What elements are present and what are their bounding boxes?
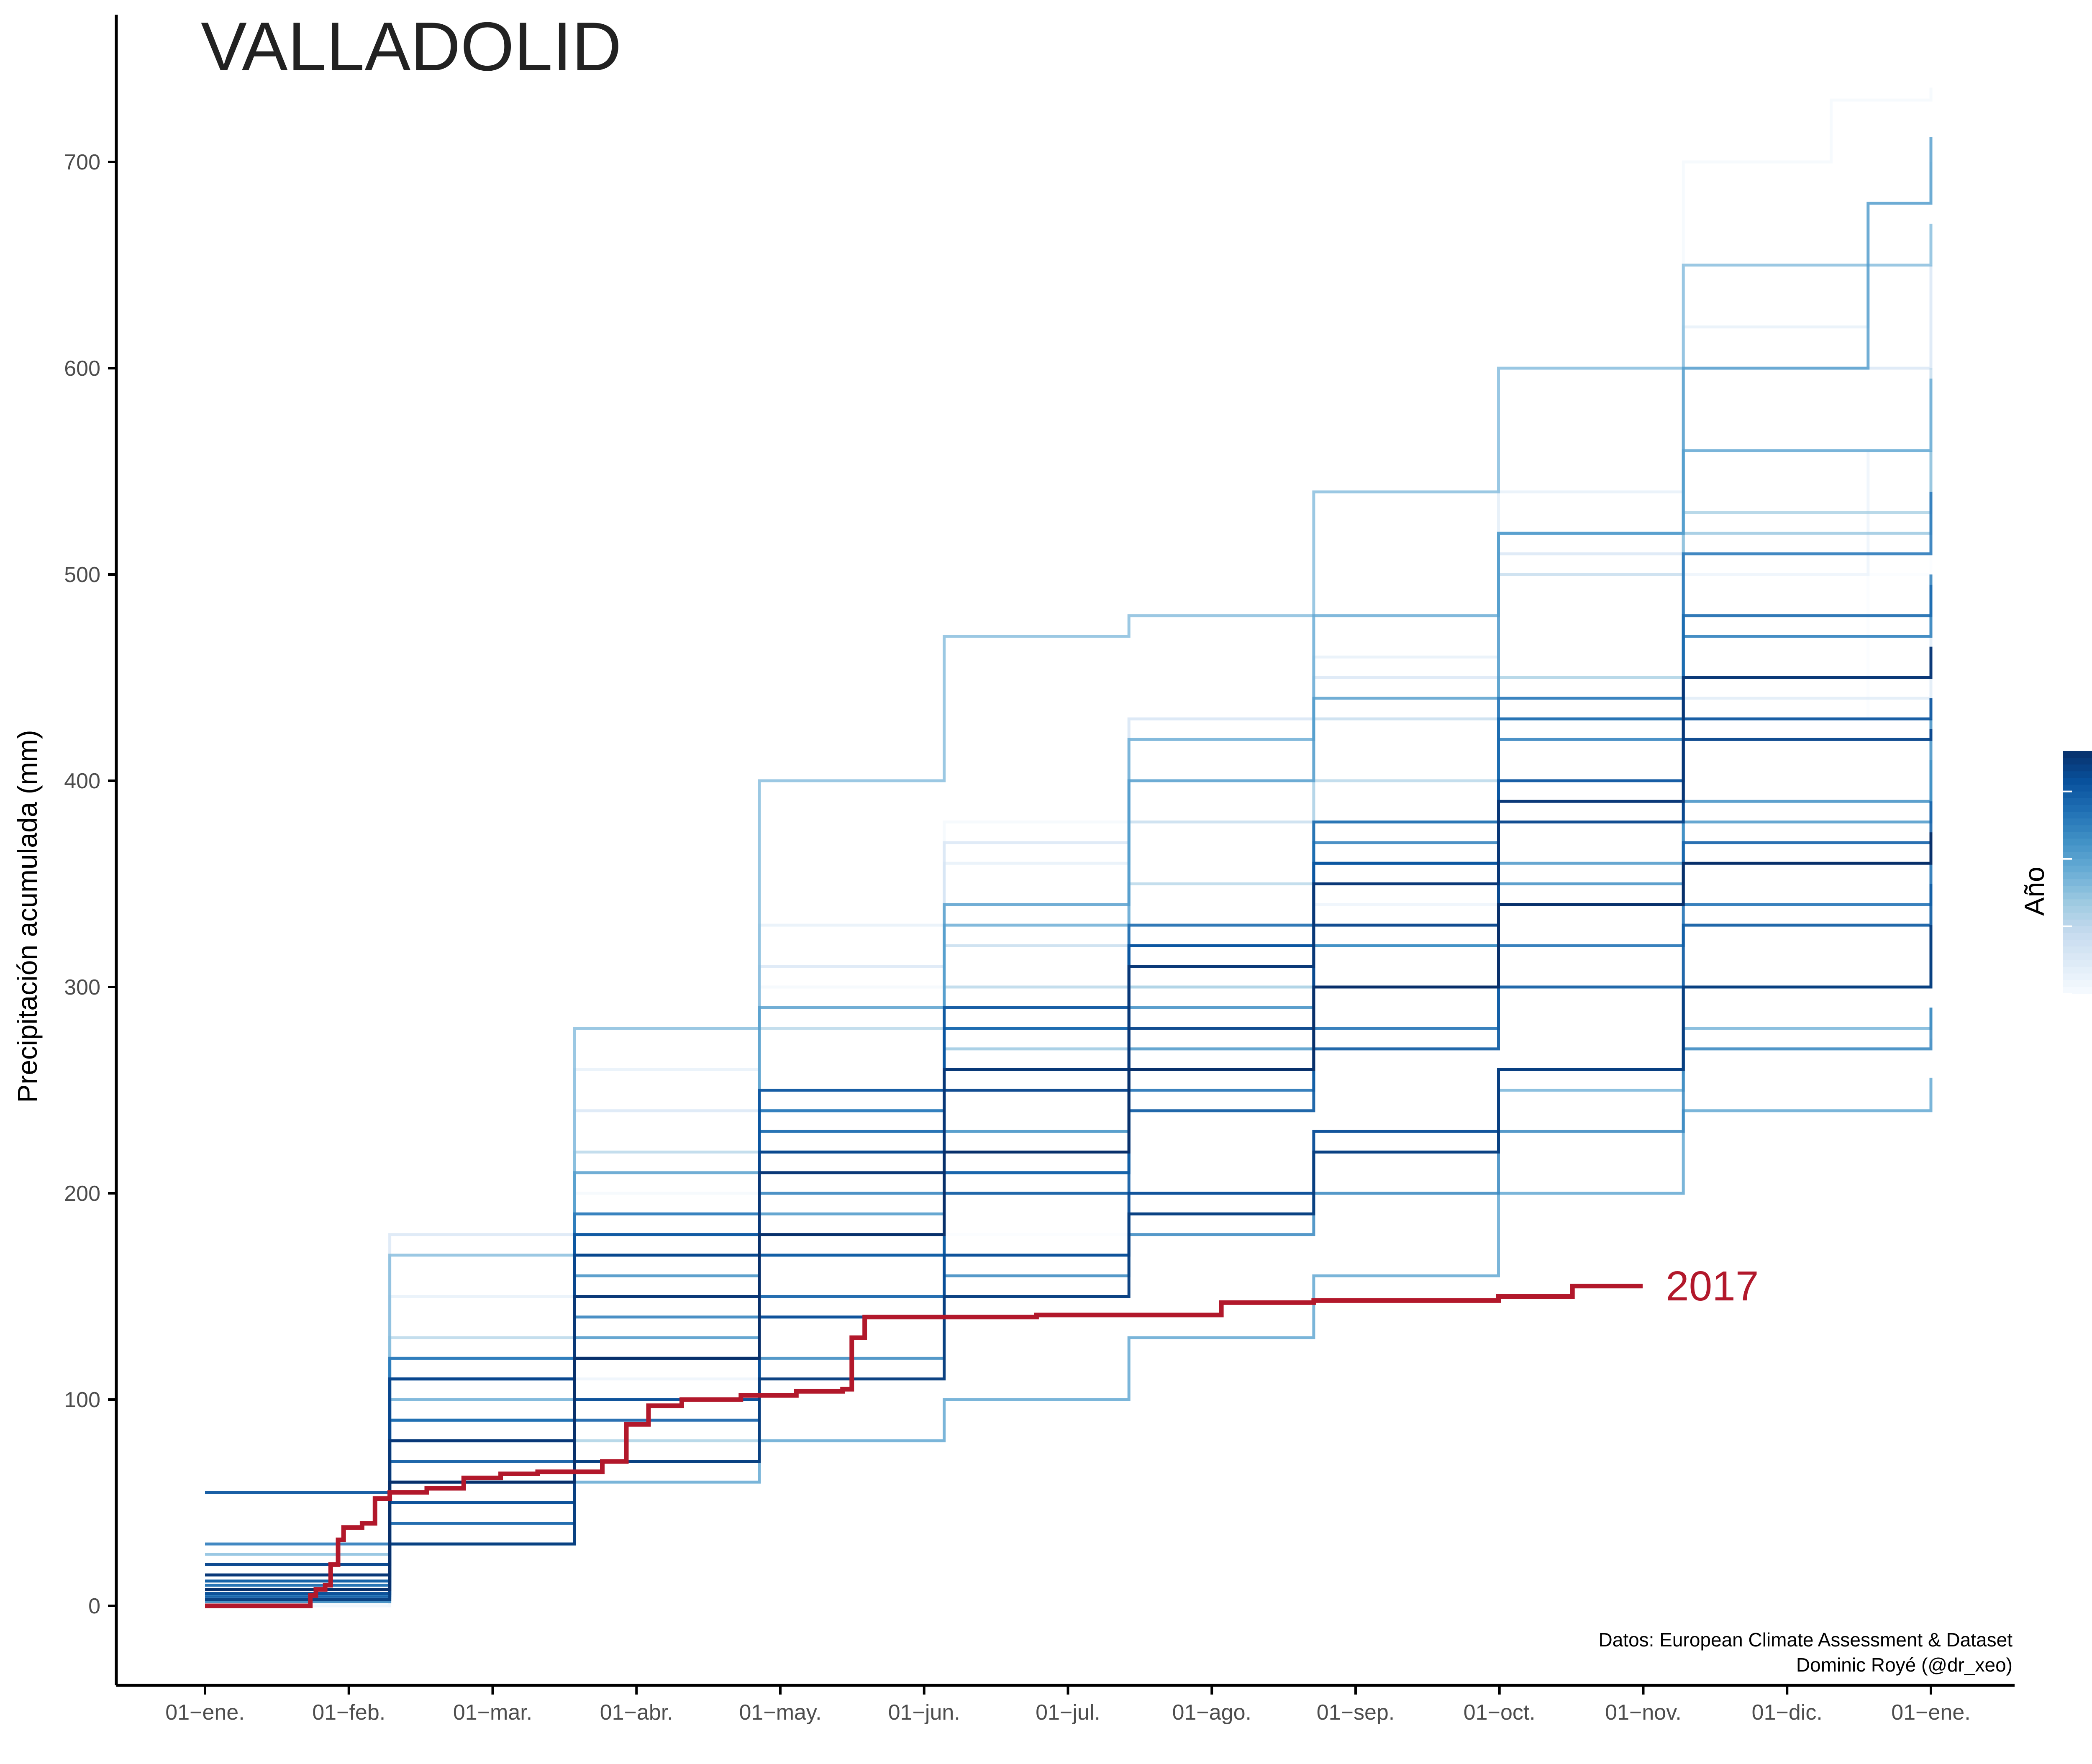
series-line-1947: [205, 87, 1933, 1587]
series-line-2006: [205, 698, 1933, 1494]
legend-swatch: [2063, 798, 2092, 805]
x-tick-label: 01−sep.: [1317, 1700, 1395, 1725]
y-tick-label: 700: [64, 150, 100, 174]
highlight-layer: [205, 1284, 1643, 1608]
series-line-1986: [205, 137, 1933, 1583]
y-tick-label: 600: [64, 356, 100, 381]
series-layer: [205, 87, 1933, 1608]
legend-title: Año: [2019, 867, 2050, 915]
y-axis-ticks: 0 100 200 300 400 500 600 700: [64, 150, 116, 1618]
legend-swatch: [2063, 913, 2092, 920]
y-tick-label: 300: [64, 975, 100, 1000]
chart-title: VALLADOLID: [201, 8, 622, 85]
series-line-1977: [205, 223, 1933, 1556]
series-line-1990: [205, 719, 1933, 1577]
y-tick-label: 200: [64, 1182, 100, 1206]
series-line-1971: [205, 451, 1933, 1603]
legend-swatch: [2063, 818, 2092, 826]
series-line-1994: [205, 574, 1933, 1591]
legend-swatch: [2063, 838, 2092, 846]
x-tick-label: 01−jul.: [1036, 1700, 1100, 1725]
legend-swatch: [2063, 825, 2092, 832]
legend-swatch: [2063, 791, 2092, 799]
legend-swatch: [2063, 886, 2092, 893]
series-line-1959: [205, 265, 1933, 1566]
series-line-2010: [205, 729, 1933, 1566]
legend-swatch: [2063, 751, 2092, 758]
y-tick-label: 500: [64, 563, 100, 587]
series-line-1996: [205, 492, 1933, 1546]
x-tick-label: 01−ene.: [1891, 1700, 1970, 1725]
legend-swatch: [2063, 845, 2092, 853]
legend-swatch: [2063, 764, 2092, 772]
legend-swatch: [2063, 933, 2092, 940]
x-tick-label: 01−ago.: [1172, 1700, 1251, 1725]
legend-swatch: [2063, 832, 2092, 839]
legend-swatch: [2063, 865, 2092, 873]
legend-swatch: [2063, 926, 2092, 933]
x-tick-label: 01−nov.: [1605, 1700, 1682, 1725]
legend-swatch: [2063, 812, 2092, 819]
caption-author: Dominic Royé (@dr_xeo): [1796, 1654, 2013, 1676]
y-axis-label: Precipitación acumulada (mm): [12, 730, 43, 1102]
legend-swatch: [2063, 805, 2092, 812]
legend-swatch: [2063, 852, 2092, 859]
series-line-1965: [205, 368, 1933, 1591]
legend-swatch: [2063, 785, 2092, 792]
legend-swatch: [2063, 892, 2092, 900]
legend-swatch: [2063, 906, 2092, 913]
legend-swatch: [2063, 940, 2092, 947]
x-tick-label: 01−jun.: [888, 1700, 960, 1725]
series-line-2014: [205, 646, 1933, 1577]
legend-swatch: [2063, 973, 2092, 981]
series-line-1982: [205, 378, 1933, 1566]
legend-swatch: [2063, 879, 2092, 886]
legend: Año 1944196419842004: [2019, 751, 2092, 995]
legend-swatch: [2063, 960, 2092, 967]
legend-swatch: [2063, 987, 2092, 994]
y-tick-label: 100: [64, 1388, 100, 1412]
legend-swatch: [2063, 953, 2092, 961]
highlight-label-2017: 2017: [1666, 1263, 1759, 1310]
legend-swatch: [2063, 872, 2092, 879]
series-line-1968: [205, 615, 1933, 1577]
series-line-2016: [205, 832, 1933, 1591]
caption-source: Datos: European Climate Assessment & Dat…: [1599, 1629, 2013, 1651]
legend-swatch: [2063, 919, 2092, 927]
legend-swatch: [2063, 771, 2092, 779]
x-axis-ticks: 01−ene. 01−feb. 01−mar. 01−abr. 01−may. 01−ju…: [165, 1685, 1971, 1725]
x-tick-label: 01−may.: [739, 1700, 821, 1725]
series-line-1944: [205, 492, 1933, 1597]
series-line-2012: [205, 925, 1933, 1601]
x-tick-label: 01−mar.: [453, 1700, 532, 1725]
legend-swatch: [2063, 778, 2092, 785]
x-tick-label: 01−ene.: [165, 1700, 244, 1725]
legend-swatch: [2063, 859, 2092, 866]
series-line-2017: [205, 1284, 1643, 1608]
legend-swatch: [2063, 758, 2092, 765]
x-tick-label: 01−oct.: [1464, 1700, 1536, 1725]
legend-colorbar: [2063, 751, 2092, 994]
series-line-1953: [205, 162, 1933, 1583]
x-tick-label: 01−dic.: [1752, 1700, 1823, 1725]
legend-swatch: [2063, 967, 2092, 974]
series-line-2008: [205, 925, 1933, 1595]
series-line-2000: [205, 585, 1933, 1587]
legend-swatch: [2063, 946, 2092, 954]
legend-swatch: [2063, 899, 2092, 907]
series-line-1974: [205, 451, 1933, 1587]
y-tick-label: 0: [88, 1594, 100, 1618]
x-tick-label: 01−abr.: [600, 1700, 673, 1725]
x-tick-label: 01−feb.: [312, 1700, 385, 1725]
legend-swatch: [2063, 980, 2092, 987]
legend-ticks: 1944196419842004: [2063, 790, 2072, 995]
y-tick-label: 400: [64, 769, 100, 793]
